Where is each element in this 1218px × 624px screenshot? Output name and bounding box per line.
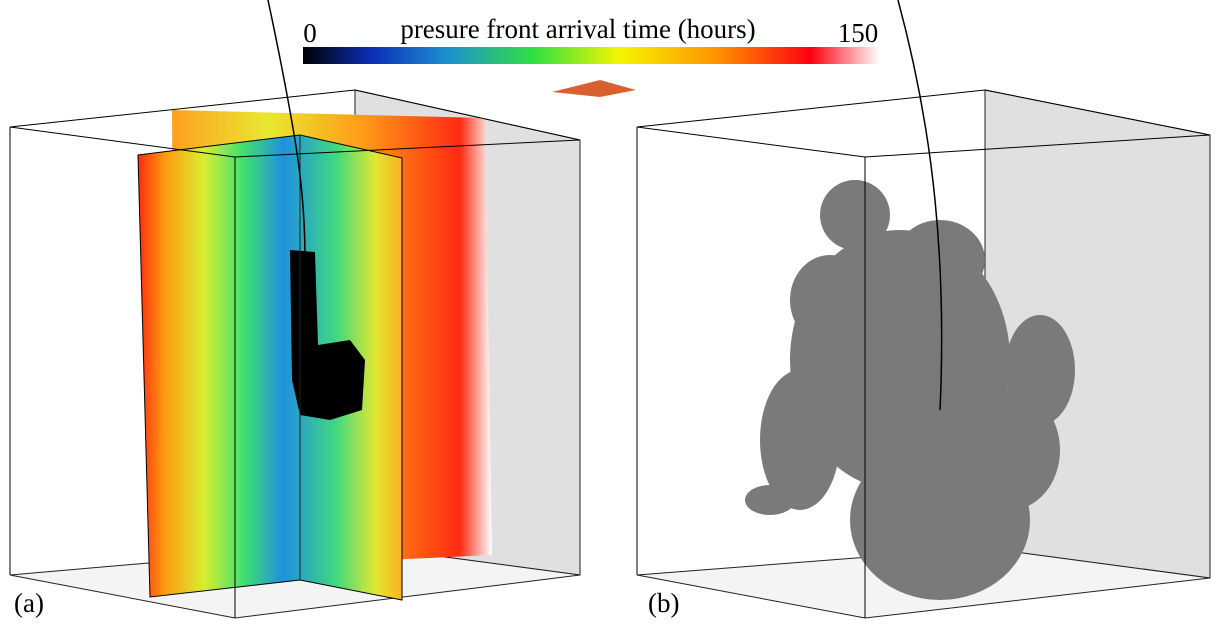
- panel-label: (a): [14, 588, 44, 618]
- colorbar-min: 0: [303, 18, 317, 48]
- orientation-icon: [552, 80, 636, 97]
- panel-b: [636, 0, 1211, 619]
- colorbar: [303, 47, 880, 64]
- isosurface: [745, 180, 1075, 600]
- panel-a: [9, 0, 581, 619]
- panel-label: (b): [648, 588, 679, 618]
- colorbar-max: 150: [838, 18, 879, 48]
- colorbar-title: presure front arrival time (hours): [400, 14, 755, 44]
